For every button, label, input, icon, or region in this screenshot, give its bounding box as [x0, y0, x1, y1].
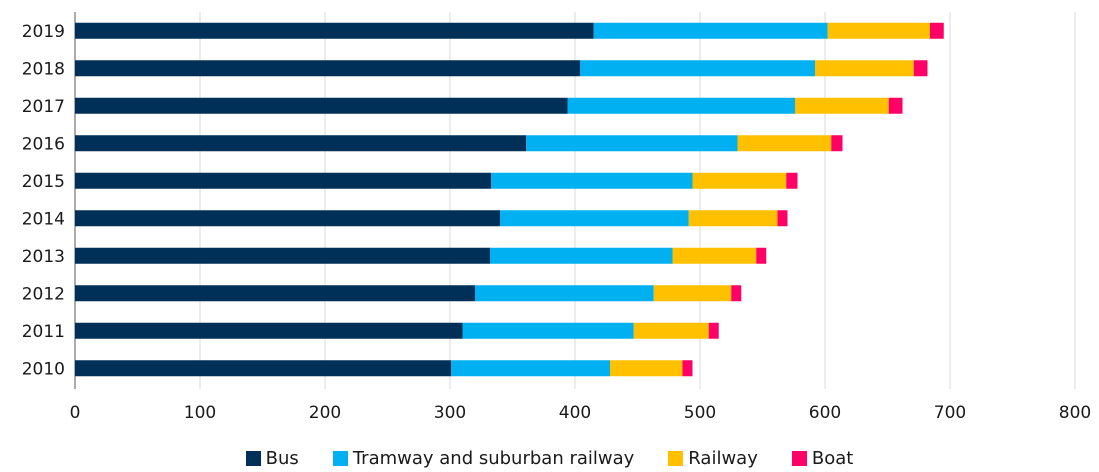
- bar-boat-2016: [831, 135, 843, 152]
- stacked-bar-chart: 2019 2018 2017 2016 2015 2014 2013 2012 2011 2010…: [22, 12, 1092, 423]
- bar-bus-2018: [75, 60, 580, 77]
- bar-tramway-and-suburban-railway-2015: [491, 172, 693, 189]
- x-tick-labels: 0 100 200 300 400 500 600 700 800: [70, 403, 1092, 423]
- legend-label: Bus: [265, 447, 299, 469]
- bar-boat-2019: [930, 22, 944, 39]
- legend-swatch: [245, 450, 261, 466]
- x-tick-label: 500: [684, 403, 716, 423]
- legend: Bus Tramway and suburban railway Railway Bo…: [0, 444, 1099, 472]
- bar-boat-2010: [682, 360, 693, 377]
- bar-railway-2012: [653, 285, 732, 302]
- bar-bus-2013: [75, 247, 490, 264]
- bar-railway-2017: [795, 97, 889, 114]
- bar-boat-2012: [731, 285, 742, 302]
- y-tick-label: 2011: [22, 322, 65, 342]
- bar-boat-2014: [777, 210, 788, 227]
- bar-railway-2019: [827, 22, 930, 39]
- bar-boat-2017: [888, 97, 903, 114]
- y-tick-label: 2015: [22, 172, 65, 192]
- x-tick-label: 0: [70, 403, 81, 423]
- legend-label: Boat: [811, 447, 854, 469]
- legend-label: Railway: [688, 447, 758, 469]
- y-tick-labels: 2019 2018 2017 2016 2015 2014 2013 2012 2011 2010: [22, 22, 65, 380]
- y-tick-label: 2010: [22, 359, 65, 379]
- legend-swatch: [668, 450, 684, 466]
- bar-boat-2011: [708, 322, 719, 339]
- bar-railway-2018: [815, 60, 914, 77]
- bars: [75, 22, 944, 377]
- legend-label: Tramway and suburban railway: [352, 447, 635, 469]
- y-tick-label: 2012: [22, 284, 65, 304]
- legend-item: Bus: [245, 447, 299, 469]
- bar-railway-2010: [610, 360, 683, 377]
- bar-tramway-and-suburban-railway-2013: [490, 247, 673, 264]
- bar-railway-2011: [633, 322, 709, 339]
- bar-tramway-and-suburban-railway-2011: [462, 322, 634, 339]
- x-tick-label: 400: [559, 403, 591, 423]
- legend-item: Railway: [668, 448, 758, 469]
- bar-railway-2014: [688, 210, 778, 227]
- bar-tramway-and-suburban-railway-2017: [567, 97, 795, 114]
- bar-tramway-and-suburban-railway-2010: [451, 360, 610, 377]
- bar-bus-2019: [75, 22, 594, 39]
- bar-tramway-and-suburban-railway-2016: [526, 135, 738, 152]
- x-tick-label: 100: [184, 403, 216, 423]
- x-tick-label: 700: [934, 403, 966, 423]
- y-tick-label: 2019: [22, 22, 65, 42]
- bar-tramway-and-suburban-railway-2018: [580, 60, 815, 77]
- y-tick-label: 2014: [22, 209, 65, 229]
- bar-bus-2011: [75, 322, 463, 339]
- x-tick-label: 300: [434, 403, 466, 423]
- legend-item: Tramway and suburban railway: [332, 447, 635, 469]
- legend-swatch: [791, 450, 807, 466]
- bar-bus-2015: [75, 172, 492, 189]
- bar-railway-2015: [692, 172, 787, 189]
- bar-tramway-and-suburban-railway-2014: [500, 210, 689, 227]
- y-tick-label: 2013: [22, 247, 65, 267]
- legend-swatch: [332, 450, 348, 466]
- y-tick-label: 2016: [22, 134, 65, 154]
- bar-boat-2018: [913, 60, 928, 77]
- bar-boat-2013: [756, 247, 767, 264]
- bar-bus-2017: [75, 97, 568, 114]
- bar-railway-2013: [672, 247, 757, 264]
- bar-bus-2012: [75, 285, 475, 302]
- bar-bus-2010: [75, 360, 452, 377]
- bar-bus-2014: [75, 210, 500, 227]
- bar-railway-2016: [737, 135, 832, 152]
- legend-item: Boat: [791, 447, 854, 469]
- x-tick-label: 800: [1059, 403, 1091, 423]
- y-tick-label: 2017: [22, 97, 65, 117]
- bar-boat-2015: [786, 172, 798, 189]
- x-tick-label: 200: [309, 403, 341, 423]
- bar-tramway-and-suburban-railway-2019: [593, 22, 828, 39]
- bar-tramway-and-suburban-railway-2012: [475, 285, 654, 302]
- y-tick-label: 2018: [22, 59, 65, 79]
- x-tick-label: 600: [809, 403, 841, 423]
- bar-bus-2016: [75, 135, 527, 152]
